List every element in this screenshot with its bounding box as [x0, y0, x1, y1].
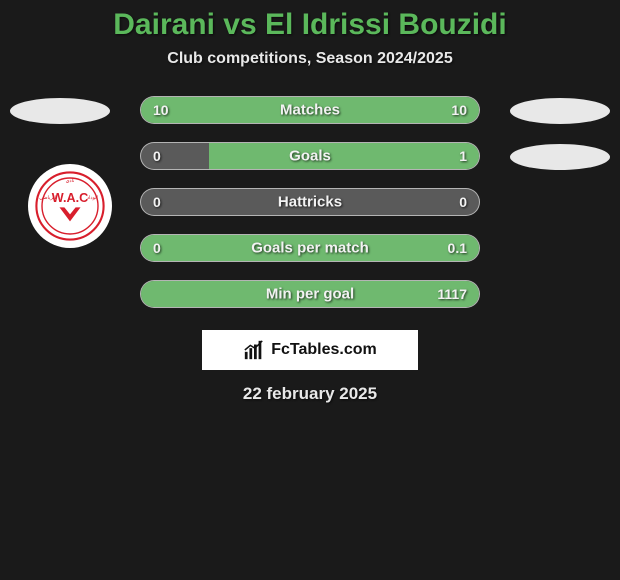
stat-label: Min per goal [141, 286, 479, 303]
stat-rows: Matches1010Goals01Hattricks00Goals per m… [140, 96, 480, 308]
svg-text:الرياضي: الرياضي [39, 195, 56, 201]
page-title: Dairani vs El Idrissi Bouzidi [0, 8, 620, 42]
stat-value-left: 0 [153, 148, 161, 164]
brand-text: FcTables.com [271, 341, 377, 359]
stat-value-left: 0 [153, 194, 161, 210]
stat-value-right: 0.1 [448, 240, 467, 256]
stat-row: Goals per match0 0.1 [140, 234, 480, 262]
stat-value-right: 1 [459, 148, 467, 164]
stat-row: Hattricks0 0 [140, 188, 480, 216]
stat-value-right: 1117 [437, 286, 467, 302]
stat-label: Matches [141, 102, 479, 119]
stat-label: Goals per match [141, 240, 479, 257]
player1-club-logo: W.A.C نادي الوداد الرياضي [28, 164, 112, 248]
stat-value-right: 0 [459, 194, 467, 210]
comparison-card: Dairani vs El Idrissi Bouzidi Club compe… [0, 0, 620, 404]
svg-text:W.A.C: W.A.C [52, 191, 88, 205]
stat-label: Hattricks [141, 194, 479, 211]
stat-row: Goals0 1 [140, 142, 480, 170]
stat-value-left: 10 [153, 102, 169, 118]
stat-value-right: 10 [451, 102, 467, 118]
date-label: 22 february 2025 [0, 384, 620, 404]
stat-row: Min per goal1117 [140, 280, 480, 308]
stats-area: W.A.C نادي الوداد الرياضي Matches1010Goa… [0, 96, 620, 308]
stat-row: Matches10 10 [140, 96, 480, 124]
player2-badge-placeholder-2 [510, 144, 610, 170]
brand-badge[interactable]: FcTables.com [202, 330, 418, 370]
player1-badge-placeholder-1 [10, 98, 110, 124]
chart-icon [243, 339, 265, 361]
stat-value-left: 0 [153, 240, 161, 256]
wac-logo-icon: W.A.C نادي الوداد الرياضي [35, 171, 105, 241]
svg-text:نادي: نادي [66, 178, 75, 184]
subtitle: Club competitions, Season 2024/2025 [0, 50, 620, 68]
svg-text:الوداد: الوداد [87, 195, 98, 201]
player2-badge-placeholder-1 [510, 98, 610, 124]
stat-label: Goals [141, 148, 479, 165]
